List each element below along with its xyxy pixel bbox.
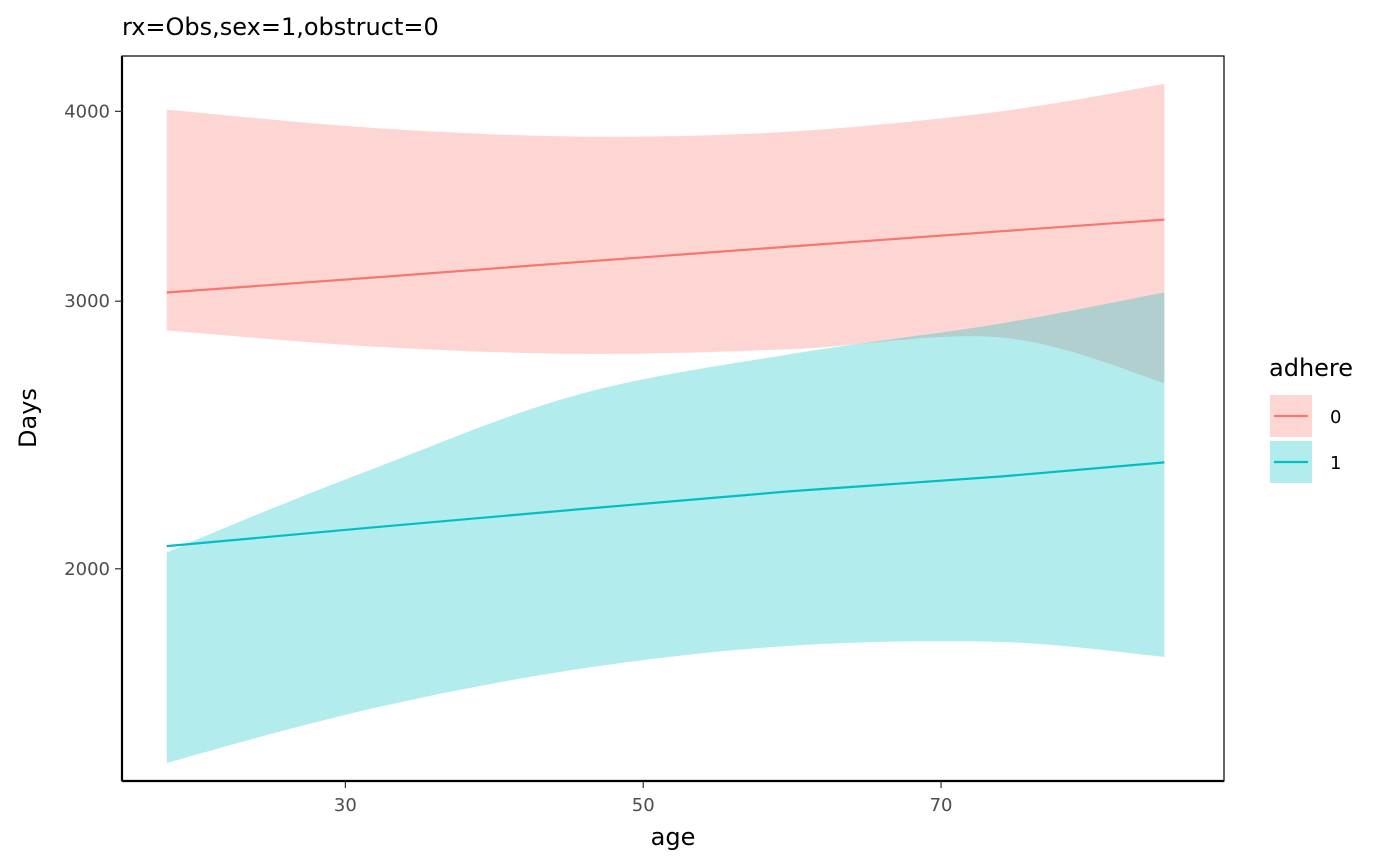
y-tick-label: 4000 (64, 101, 110, 122)
x-axis-ticks: 30 50 70 (334, 781, 953, 816)
legend: adhere 0 1 (1269, 354, 1353, 483)
x-axis-title: age (651, 823, 696, 851)
fit-lines (166, 218, 1165, 548)
legend-label-0: 0 (1330, 407, 1341, 428)
y-axis-ticks: 2000 3000 4000 (64, 101, 122, 580)
y-tick-label: 2000 (64, 559, 110, 580)
confidence-bands (166, 83, 1165, 763)
fit-line-adhere-0 (166, 218, 1165, 294)
band-adhere-1 (166, 292, 1165, 763)
legend-label-1: 1 (1330, 453, 1341, 474)
chart-title: rx=Obs,sex=1,obstruct=0 (122, 13, 439, 41)
legend-title: adhere (1269, 354, 1353, 382)
y-axis-title: Days (14, 388, 42, 448)
fit-line-adhere-1 (166, 461, 1165, 548)
x-tick-label: 50 (632, 795, 655, 816)
y-tick-label: 3000 (64, 291, 110, 312)
x-tick-label: 30 (334, 795, 357, 816)
x-tick-label: 70 (930, 795, 953, 816)
band-adhere-0 (166, 83, 1165, 384)
